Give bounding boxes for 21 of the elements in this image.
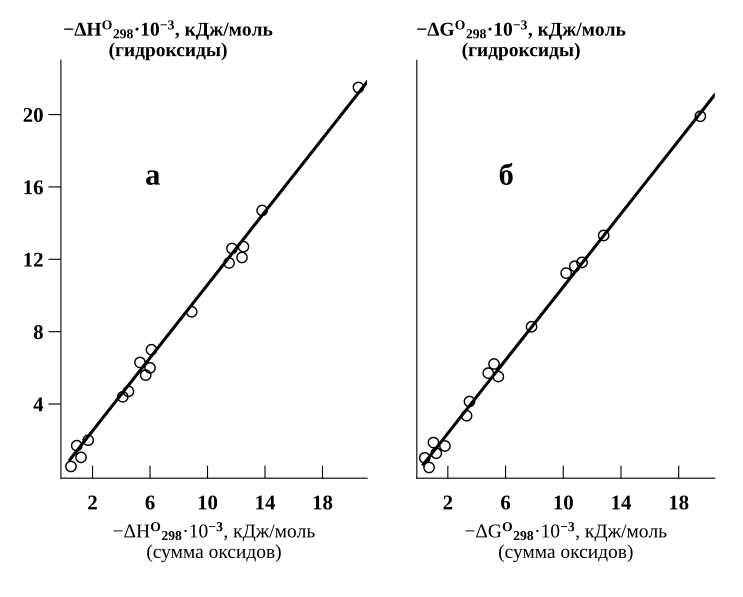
x-tick-label: 10 — [554, 495, 573, 510]
x-tick-label: 14 — [256, 496, 276, 510]
x-tick-label: 14 — [612, 496, 632, 510]
annotation: а — [146, 170, 160, 185]
y-axis-title: −ΔG$^{O}$$_{298}$·10$^{−3}$, кДж/моль (гидроксиды) — [417, 20, 626, 60]
y-tick-label: 12 — [24, 252, 43, 267]
x-tick-label: 10 — [198, 495, 218, 510]
x-axis-title: −ΔG$^{O}$$_{298}$·10$^{−3}$, кДж/моль (сумма оксидов) — [465, 522, 666, 562]
y-axis-title: −ΔH$^{O}$$_{298}$·10$^{−3}$, кДж/моль (гидроксиды) — [64, 20, 272, 60]
x-tick-label: 6 — [146, 496, 155, 510]
x-axis-title: −ΔH$^{O}$$_{298}$·10$^{−3}$, кДж/моль (сумма оксидов) — [114, 522, 315, 562]
y-tick-label: 4 — [33, 398, 44, 412]
annotation: б — [500, 162, 513, 185]
x-tick-label: 2 — [444, 496, 452, 510]
x-tick-label: 6 — [501, 496, 510, 510]
x-tick-label: 2 — [88, 496, 97, 510]
x-tick-label: 18 — [314, 495, 332, 510]
y-tick-label: 20 — [24, 108, 43, 122]
y-tick-label: 8 — [34, 325, 43, 340]
x-tick-label: 18 — [670, 495, 688, 510]
y-tick-label: 16 — [24, 180, 43, 194]
